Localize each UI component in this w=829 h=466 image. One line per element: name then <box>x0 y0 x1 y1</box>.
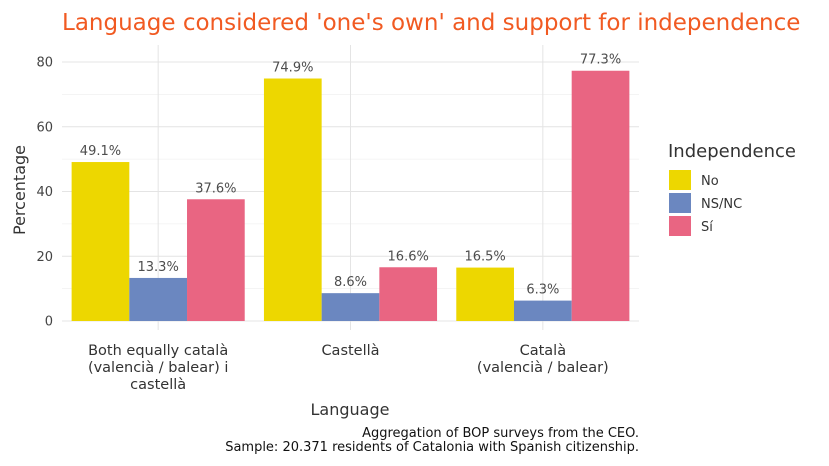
caption-line-1: Aggregation of BOP surveys from the CEO. <box>362 426 639 441</box>
y-axis-ticks: 0 20 40 60 80 <box>36 56 53 330</box>
bar <box>379 267 438 321</box>
legend-swatch <box>669 170 691 190</box>
data-label: 13.3% <box>138 260 179 275</box>
x-tick-label: Castellà <box>321 343 379 359</box>
bar <box>513 300 572 321</box>
data-label: 49.1% <box>80 144 121 159</box>
x-axis-ticks: Both equally català (valencià / balear) i… <box>88 343 609 393</box>
data-label: 6.3% <box>526 283 559 298</box>
data-label: 8.6% <box>334 275 367 290</box>
caption-line-2: Sample: 20.371 residents of Catalonia wi… <box>225 440 639 455</box>
bar <box>571 70 630 322</box>
x-tick-label: Català (valencià / balear) <box>477 343 609 376</box>
bar <box>71 162 130 321</box>
data-labels: 49.1% 74.9% 16.5% 13.3% 8.6% 6.3% 37.6% 16.6% 77… <box>80 53 621 298</box>
bar <box>456 267 514 321</box>
y-tick-label: 80 <box>36 56 53 71</box>
y-tick-label: 60 <box>36 120 53 135</box>
y-tick-label: 40 <box>36 185 53 200</box>
bar <box>129 277 188 321</box>
bar <box>187 199 245 321</box>
x-tick-label: Both equally català (valencià / balear) i… <box>88 343 228 393</box>
legend-label: NS/NC <box>701 197 742 212</box>
bar <box>263 78 322 321</box>
bar <box>321 293 380 321</box>
data-label: 77.3% <box>580 53 621 68</box>
legend-label: Sí <box>701 220 713 235</box>
legend-swatch <box>669 193 691 213</box>
legend-label: No <box>701 174 719 189</box>
bars <box>71 70 630 322</box>
y-tick-label: 20 <box>36 250 53 265</box>
legend-swatch <box>669 216 691 236</box>
legend-title: Independence <box>668 141 796 162</box>
data-label: 37.6% <box>195 181 236 196</box>
data-label: 16.6% <box>388 249 429 264</box>
chart-title: Language considered 'one's own' and supp… <box>62 10 800 36</box>
data-label: 74.9% <box>272 61 313 76</box>
x-axis-title: Language <box>311 400 390 419</box>
data-label: 16.5% <box>464 250 505 265</box>
legend: Independence No NS/NC Sí <box>668 141 796 236</box>
y-axis-title: Percentage <box>10 145 29 235</box>
y-tick-label: 0 <box>45 315 53 330</box>
